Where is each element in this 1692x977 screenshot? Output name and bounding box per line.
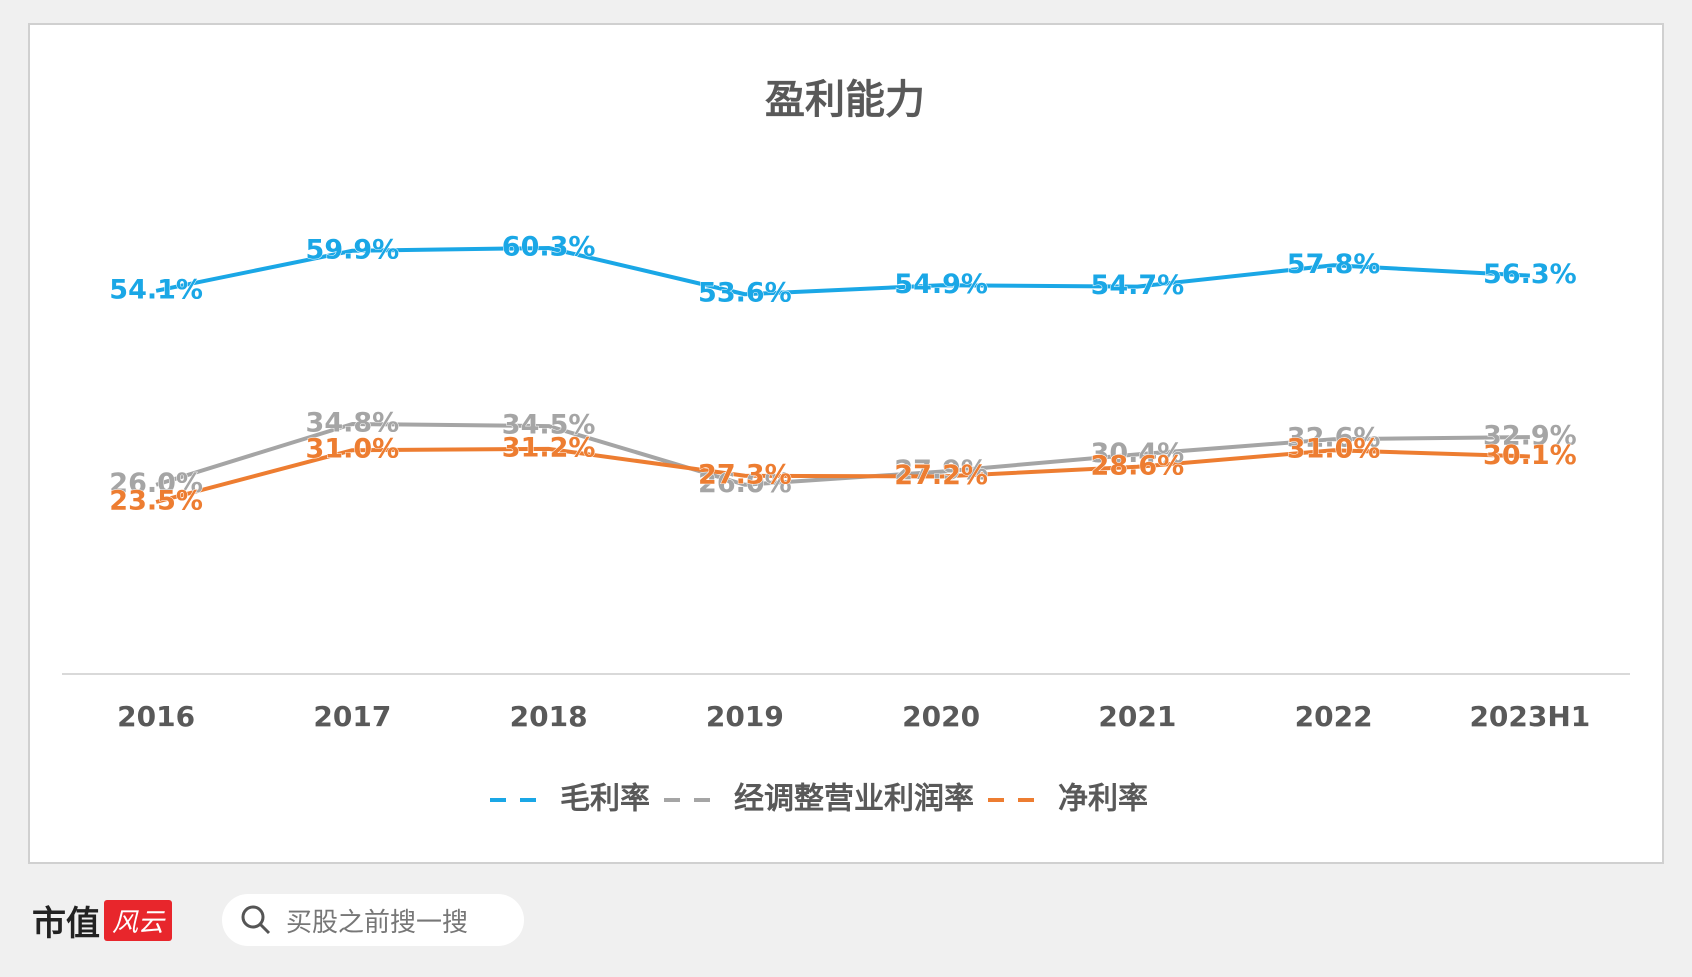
legend-label: 净利率 <box>1058 782 1148 817</box>
data-label: 31.0% <box>1287 434 1381 465</box>
data-label: 27.3% <box>698 459 792 490</box>
data-label: 34.5% <box>502 410 596 441</box>
data-label: 53.6% <box>698 278 792 309</box>
data-label: 23.5% <box>109 486 203 517</box>
data-label: 32.9% <box>1483 421 1577 452</box>
logo-badge: 风云 <box>104 899 173 941</box>
data-label: 31.2% <box>502 432 596 463</box>
search-placeholder: 买股之前搜一搜 <box>286 907 469 938</box>
data-label: 30.1% <box>1483 440 1577 471</box>
x-tick-label: 2020 <box>902 700 980 733</box>
x-tick-label: 2023H1 <box>1469 700 1590 733</box>
data-label: 54.7% <box>1091 270 1185 301</box>
x-tick-label: 2019 <box>706 700 784 733</box>
footer-logo: 市值 风云 <box>32 896 173 944</box>
legend-label: 毛利率 <box>560 782 650 817</box>
data-label: 26.0% <box>109 468 203 499</box>
series-line <box>155 422 1530 487</box>
x-tick-label: 2021 <box>1098 700 1176 733</box>
series-line <box>155 446 1530 504</box>
data-label: 56.3% <box>1483 259 1577 290</box>
data-label: 54.9% <box>894 269 988 300</box>
search-box[interactable]: 买股之前搜一搜 <box>222 894 524 946</box>
data-label: 30.4% <box>1091 438 1185 469</box>
data-label: 27.2% <box>894 460 988 491</box>
x-tick-label: 2022 <box>1295 700 1373 733</box>
x-tick-label: 2017 <box>313 700 391 733</box>
data-label: 28.6% <box>1091 450 1185 481</box>
data-label: 59.9% <box>306 234 400 265</box>
series-line <box>155 246 1530 297</box>
x-tick-label: 2018 <box>510 700 588 733</box>
search-icon <box>241 905 271 935</box>
data-label: 34.8% <box>306 408 400 439</box>
data-label: 31.0% <box>306 434 400 465</box>
legend-label: 经调整营业利润率 <box>734 782 974 817</box>
data-label: 27.9% <box>894 455 988 486</box>
data-label: 54.1% <box>109 274 203 305</box>
data-label: 26.0% <box>698 468 792 499</box>
data-label: 57.8% <box>1287 249 1381 280</box>
chart-title: 盈利能力 <box>765 77 925 123</box>
logo-text: 市值 <box>32 903 100 944</box>
data-label: 60.3% <box>502 232 596 263</box>
data-label: 32.6% <box>1287 423 1381 454</box>
chart-card <box>28 23 1664 864</box>
x-tick-label: 2016 <box>117 700 195 733</box>
